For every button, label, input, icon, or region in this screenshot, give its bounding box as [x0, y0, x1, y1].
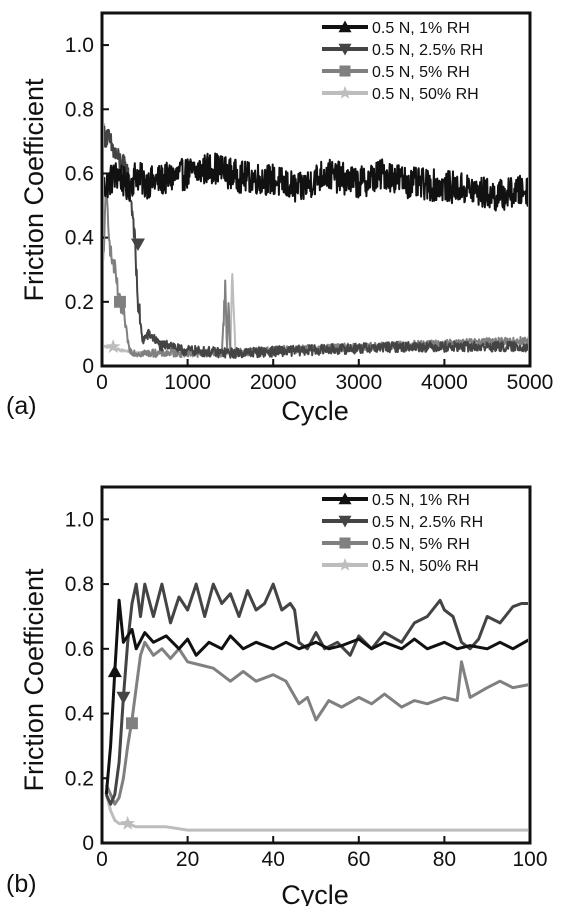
x-tick-label: 3000 [335, 371, 382, 394]
panel-label-b: (b) [6, 870, 37, 898]
y-tick-label: 0 [82, 832, 94, 855]
legend-label-1: 0.5 N, 1% RH [372, 492, 470, 509]
panel-a: (a) Friction Coefficient Cycle 0 1000 2000… [6, 11, 554, 426]
y-tick-label: 0.4 [65, 703, 95, 726]
data-marker-1 [105, 166, 120, 180]
data-marker-4 [105, 339, 121, 353]
x-tick-label: 80 [433, 848, 456, 871]
series-line-3 [104, 186, 528, 358]
series-line-2 [104, 582, 528, 806]
y-tick-label: 1.0 [65, 508, 94, 531]
series-line-3 [104, 640, 528, 806]
series-group [104, 122, 528, 359]
x-tick-label: 0 [96, 371, 108, 394]
legend-marker-4 [338, 557, 352, 571]
y-tick-label: 0.6 [65, 162, 94, 185]
series-line-1 [104, 152, 528, 212]
legend: 0.5 N, 1% RH 0.5 N, 2.5% RH 0.5 N, 5% RH 0.… [322, 20, 483, 103]
x-tick-label: 5000 [507, 371, 554, 394]
y-tick-label: 1.0 [65, 34, 94, 57]
legend-label-4: 0.5 N, 50% RH [372, 86, 479, 103]
series-group [104, 582, 528, 832]
legend-marker-3 [339, 65, 351, 77]
legend-marker-3 [339, 537, 351, 549]
legend-label-1: 0.5 N, 1% RH [372, 20, 470, 37]
x-axis-label-b: Cycle [281, 880, 349, 906]
series-line-4 [104, 794, 528, 832]
legend-label-3: 0.5 N, 5% RH [372, 536, 470, 553]
legend-marker-2 [338, 43, 352, 56]
y-tick-label: 0 [82, 355, 94, 378]
plot-frame [100, 485, 532, 845]
y-axis-label-b: Friction Coefficient [19, 568, 49, 792]
legend-label-4: 0.5 N, 50% RH [372, 558, 479, 575]
y-tick-label: 0.2 [65, 767, 94, 790]
y-tick-label: 0.8 [65, 573, 94, 596]
y-tick-label: 0.6 [65, 638, 94, 661]
data-marker-3 [126, 717, 138, 730]
data-marker-4 [120, 815, 135, 830]
x-tick-label: 2000 [250, 371, 297, 394]
y-tick-label: 0.4 [65, 227, 95, 250]
series-line-2 [104, 122, 528, 359]
data-marker-3 [114, 295, 126, 308]
data-marker-2 [116, 691, 131, 705]
legend-label-2: 0.5 N, 2.5% RH [372, 514, 483, 531]
legend-marker-4 [338, 85, 352, 99]
legend: 0.5 N, 1% RH 0.5 N, 2.5% RH 0.5 N, 5% RH 0.… [322, 492, 483, 575]
y-axis-label-a: Friction Coefficient [19, 78, 49, 302]
x-tick-label: 60 [347, 848, 370, 871]
data-marker-1 [107, 664, 122, 678]
x-tick-label: 4000 [421, 371, 468, 394]
plot-frame [100, 11, 532, 368]
y-tick-label: 0.8 [65, 98, 94, 121]
plot-area-a: 0 1000 2000 3000 4000 5000 0 0.2 0.4 0.6 0.8 1.0 0.5… [65, 11, 554, 394]
x-tick-label: 0 [96, 848, 108, 871]
legend-marker-2 [338, 515, 352, 528]
panel-b: (b) Friction Coefficient Cycle 0 20 40 60 80… [6, 485, 548, 906]
plot-area-b: 0 20 40 60 80 100 0 0.2 0.4 0.6 0.8 1.0 0.5 N, 1% RH… [65, 485, 548, 871]
x-tick-label: 100 [512, 848, 547, 871]
x-tick-label: 20 [176, 848, 199, 871]
series-line-1 [104, 598, 528, 795]
panel-label-a: (a) [6, 392, 37, 420]
x-tick-label: 1000 [164, 371, 211, 394]
legend-marker-1 [338, 492, 352, 505]
y-tick-label: 0.2 [65, 291, 94, 314]
x-axis-label-a: Cycle [281, 396, 349, 426]
legend-marker-1 [338, 20, 352, 33]
data-marker-2 [130, 238, 145, 252]
legend-label-3: 0.5 N, 5% RH [372, 64, 470, 81]
legend-label-2: 0.5 N, 2.5% RH [372, 42, 483, 59]
x-tick-label: 40 [262, 848, 285, 871]
